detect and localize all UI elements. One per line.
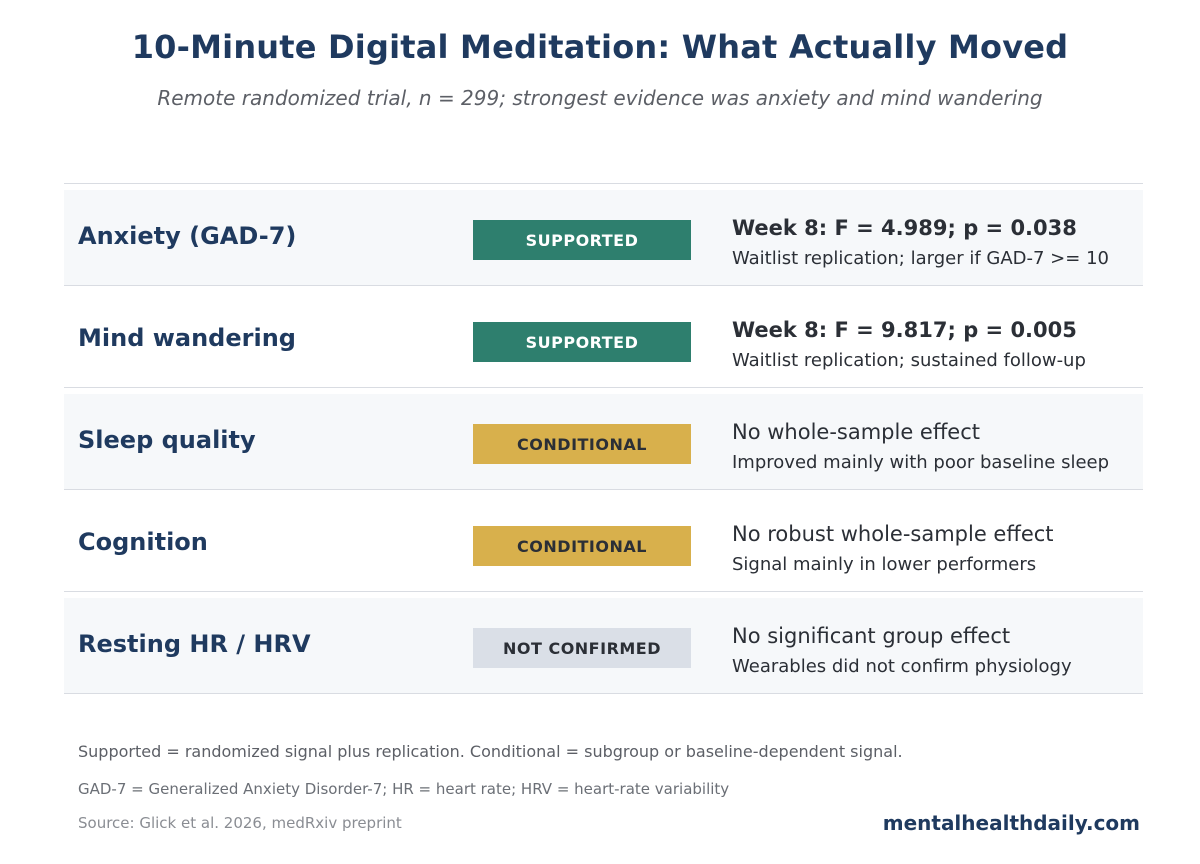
outcome-note: Signal mainly in lower performers <box>732 554 1037 575</box>
abbreviations-note: GAD-7 = Generalized Anxiety Disorder-7; … <box>78 780 730 798</box>
status-badge: SUPPORTED <box>473 220 691 260</box>
outcome-stat: No significant group effect <box>732 624 1011 648</box>
status-badge: CONDITIONAL <box>473 424 691 464</box>
page-title: 10-Minute Digital Meditation: What Actua… <box>131 28 1069 66</box>
outcome-row-anxiety: Anxiety (GAD-7) SUPPORTED Week 8: F = 4.… <box>64 184 1143 286</box>
outcome-note: Wearables did not confirm physiology <box>732 656 1072 677</box>
outcome-note: Improved mainly with poor baseline sleep <box>732 452 1110 473</box>
status-badge: NOT CONFIRMED <box>473 628 691 668</box>
outcome-stat: Week 8: F = 4.989; p = 0.038 <box>732 216 1077 240</box>
outcomes-table: Anxiety (GAD-7) SUPPORTED Week 8: F = 4.… <box>64 183 1143 694</box>
status-badge: CONDITIONAL <box>473 526 691 566</box>
outcome-stat: Week 8: F = 9.817; p = 0.005 <box>732 318 1077 342</box>
source-citation: Source: Glick et al. 2026, medRxiv prepr… <box>78 814 402 832</box>
outcome-label: Anxiety (GAD-7) <box>78 222 297 250</box>
outcome-note: Waitlist replication; larger if GAD-7 >=… <box>732 248 1109 269</box>
page-subtitle: Remote randomized trial, n = 299; strong… <box>157 86 1043 110</box>
brand-logo: mentalhealthdaily.com <box>882 811 1140 835</box>
outcome-label: Resting HR / HRV <box>78 630 311 658</box>
outcome-row-sleep: Sleep quality CONDITIONAL No whole-sampl… <box>64 388 1143 490</box>
outcome-stat: No robust whole-sample effect <box>732 522 1054 546</box>
legend-note: Supported = randomized signal plus repli… <box>78 742 903 761</box>
outcome-label: Mind wandering <box>78 324 296 352</box>
outcome-note: Waitlist replication; sustained follow-u… <box>732 350 1086 371</box>
outcome-row-hr-hrv: Resting HR / HRV NOT CONFIRMED No signif… <box>64 592 1143 694</box>
outcome-row-mind-wandering: Mind wandering SUPPORTED Week 8: F = 9.8… <box>64 286 1143 388</box>
status-badge: SUPPORTED <box>473 322 691 362</box>
outcome-label: Cognition <box>78 528 208 556</box>
outcome-row-cognition: Cognition CONDITIONAL No robust whole-sa… <box>64 490 1143 592</box>
outcome-stat: No whole-sample effect <box>732 420 981 444</box>
outcome-label: Sleep quality <box>78 426 256 454</box>
